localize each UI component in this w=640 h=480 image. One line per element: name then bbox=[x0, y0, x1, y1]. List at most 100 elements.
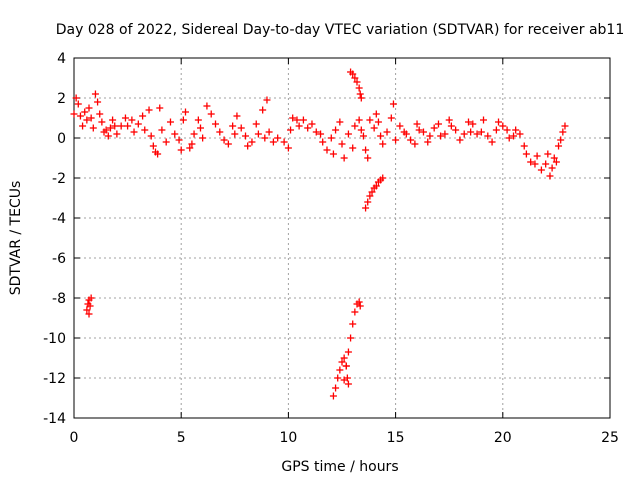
data-point bbox=[555, 142, 563, 150]
data-point bbox=[437, 132, 445, 140]
data-point bbox=[548, 164, 556, 172]
data-point bbox=[261, 134, 269, 142]
data-point bbox=[216, 128, 224, 136]
data-point bbox=[512, 126, 520, 134]
data-point bbox=[263, 96, 271, 104]
data-point bbox=[181, 108, 189, 116]
data-point bbox=[299, 116, 307, 124]
data-point bbox=[237, 124, 245, 132]
data-point bbox=[357, 94, 365, 102]
data-point bbox=[334, 374, 342, 382]
data-point bbox=[469, 120, 477, 128]
grid bbox=[74, 58, 610, 418]
data-point bbox=[430, 124, 438, 132]
data-point bbox=[366, 192, 374, 200]
data-point bbox=[561, 122, 569, 130]
data-point bbox=[109, 116, 117, 124]
data-point bbox=[336, 366, 344, 374]
data-point bbox=[344, 130, 352, 138]
data-point bbox=[505, 134, 513, 142]
data-point bbox=[356, 302, 364, 310]
data-point bbox=[520, 142, 528, 150]
data-point bbox=[372, 110, 380, 118]
data-point bbox=[74, 100, 82, 108]
data-point bbox=[96, 110, 104, 118]
data-point bbox=[130, 128, 138, 136]
data-point bbox=[488, 138, 496, 146]
data-point bbox=[419, 128, 427, 136]
data-point bbox=[383, 128, 391, 136]
data-point bbox=[364, 198, 372, 206]
y-tick-label: -6 bbox=[52, 251, 66, 267]
data-point bbox=[492, 126, 500, 134]
x-axis-label: GPS time / hours bbox=[281, 459, 398, 475]
data-point bbox=[229, 122, 237, 130]
y-axis-label: SDTVAR / TECUs bbox=[8, 181, 24, 296]
data-point bbox=[359, 132, 367, 140]
data-point bbox=[377, 132, 385, 140]
data-point bbox=[351, 74, 359, 82]
data-point bbox=[242, 132, 250, 140]
data-point bbox=[347, 334, 355, 342]
data-point bbox=[265, 128, 273, 136]
axis-ticks: 0 5 10 15 20 25 -14 -12 -10 -8 -6 -4 -2 0 2 4 bbox=[43, 51, 619, 446]
x-tick-label: 15 bbox=[387, 430, 405, 446]
data-point bbox=[102, 126, 110, 134]
data-point bbox=[91, 90, 99, 98]
data-point bbox=[81, 108, 89, 116]
data-point bbox=[190, 130, 198, 138]
data-point bbox=[413, 120, 421, 128]
data-point bbox=[323, 146, 331, 154]
data-point bbox=[441, 130, 449, 138]
data-point bbox=[89, 124, 97, 132]
data-point bbox=[121, 114, 129, 122]
data-point bbox=[349, 320, 357, 328]
data-point bbox=[467, 128, 475, 136]
data-point bbox=[308, 120, 316, 128]
data-point bbox=[340, 376, 348, 384]
data-point bbox=[145, 106, 153, 114]
data-point bbox=[117, 122, 125, 130]
data-point bbox=[349, 144, 357, 152]
data-point bbox=[389, 100, 397, 108]
chart-title: Day 028 of 2022, Sidereal Day-to-day VTE… bbox=[56, 22, 625, 38]
data-point bbox=[557, 136, 565, 144]
data-point bbox=[85, 310, 93, 318]
data-point bbox=[304, 124, 312, 132]
data-point bbox=[336, 118, 344, 126]
data-point bbox=[344, 380, 352, 388]
data-point bbox=[128, 116, 136, 124]
data-point bbox=[537, 166, 545, 174]
x-tick-label: 5 bbox=[177, 430, 186, 446]
data-point bbox=[248, 138, 256, 146]
data-point bbox=[426, 132, 434, 140]
data-point bbox=[293, 116, 301, 124]
data-point bbox=[113, 130, 121, 138]
data-point bbox=[362, 204, 370, 212]
data-point bbox=[550, 154, 558, 162]
data-point bbox=[224, 140, 232, 148]
data-point bbox=[289, 114, 297, 122]
y-tick-label: 2 bbox=[57, 91, 66, 107]
data-point bbox=[340, 354, 348, 362]
data-point bbox=[516, 130, 524, 138]
data-point bbox=[370, 124, 378, 132]
data-point bbox=[287, 126, 295, 134]
data-point bbox=[522, 150, 530, 158]
data-point bbox=[379, 174, 387, 182]
data-point bbox=[362, 146, 370, 154]
data-point bbox=[94, 98, 102, 106]
data-point bbox=[445, 116, 453, 124]
data-point bbox=[203, 102, 211, 110]
data-point bbox=[207, 110, 215, 118]
data-point bbox=[344, 348, 352, 356]
data-point bbox=[312, 128, 320, 136]
data-point bbox=[355, 84, 363, 92]
data-point bbox=[231, 130, 239, 138]
data-point bbox=[329, 150, 337, 158]
data-point bbox=[72, 94, 80, 102]
data-point bbox=[79, 122, 87, 130]
data-point bbox=[533, 152, 541, 160]
data-point bbox=[139, 112, 147, 120]
